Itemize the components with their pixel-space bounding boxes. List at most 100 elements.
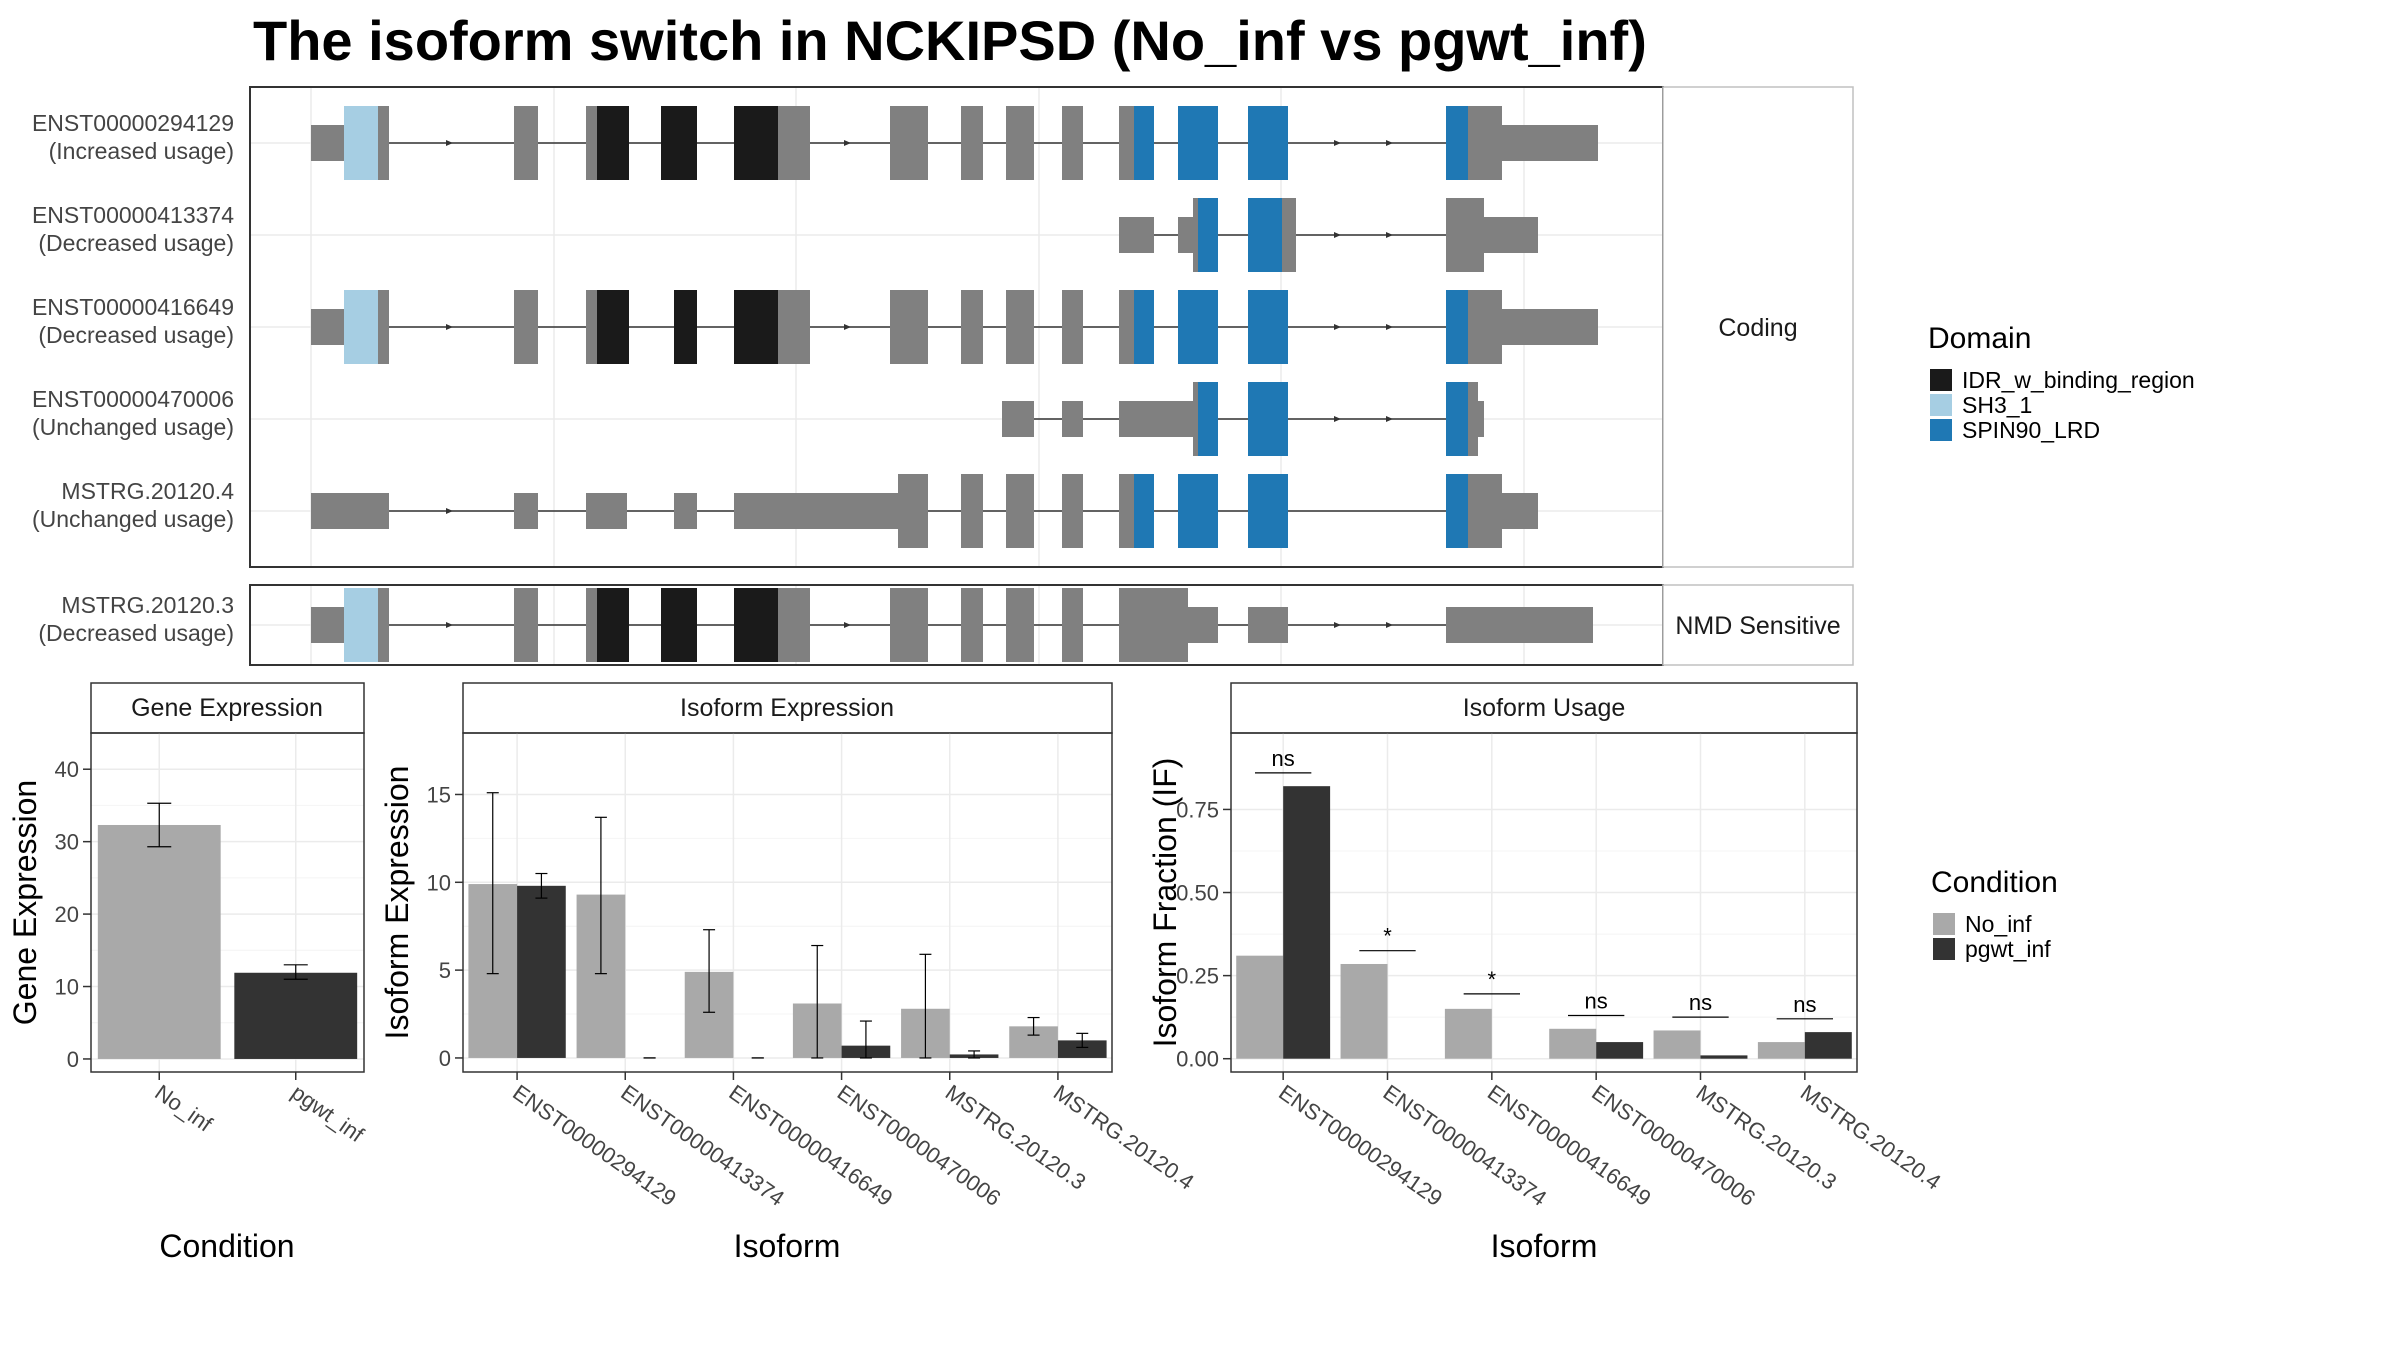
y-tick-label: 0 [439,1046,451,1071]
transcript-track-6 [311,588,1593,662]
bar-pgwt_inf [1804,1032,1852,1059]
exon [1178,217,1193,253]
exon [1502,309,1598,345]
bar-charts: Gene Expression 0 10 20 30 40 No_inf pgwt_inf Co… [7,682,1946,1264]
significance-label: ns [1689,990,1712,1015]
exon [661,588,697,662]
y-tick-label: 0.00 [1176,1047,1219,1072]
exon [734,290,778,364]
y-tick-label: 0 [67,1047,79,1072]
exon [1248,607,1288,643]
intron-arrow [1334,622,1341,628]
exon [1119,588,1188,662]
significance-label: ns [1272,746,1295,771]
legend-label-sh3: SH3_1 [1962,392,2032,418]
exon [890,588,928,662]
nmd-strip-label: NMD Sensitive [1675,612,1840,640]
exon [1248,474,1288,548]
exon [1446,290,1468,364]
exon [1002,401,1034,437]
exon [1062,401,1083,437]
transcript-id-label: ENST00000470006 [32,386,234,412]
exon [1062,474,1083,548]
condition-legend: Condition No_inf pgwt_inf [1931,866,2058,962]
exon [1178,106,1218,180]
bar-No_inf [97,824,221,1059]
significance-label: * [1488,967,1497,992]
y-tick-label: 0.25 [1176,964,1219,989]
chart-panel-border [462,732,1113,1073]
exon [961,290,983,364]
exon [514,493,538,529]
transcript-id-label: MSTRG.20120.3 [61,592,234,618]
exon [1193,382,1198,456]
exon [778,588,810,662]
transcript-usage-label: (Increased usage) [49,138,234,164]
intron-arrow [446,622,453,628]
domain-legend-title: Domain [1928,322,2031,355]
exon [344,290,378,364]
exon [961,106,983,180]
transcript-usage-label: (Decreased usage) [38,230,234,256]
exon [1468,474,1502,548]
intron-arrow [1386,416,1393,422]
intron-arrow [446,324,453,330]
exon [1446,198,1484,272]
transcript-usage-label: (Unchanged usage) [32,414,234,440]
y-tick-label: 5 [439,958,451,983]
y-tick-label: 30 [55,830,79,855]
exon [597,106,629,180]
y-tick-label: 20 [55,902,79,927]
chart-gene-expression: Gene Expression 0 10 20 30 40 No_inf pgwt_inf Co… [7,682,369,1264]
coding-strip [1662,86,1854,568]
exon [1282,198,1296,272]
coding-strip-label: Coding [1718,314,1797,342]
transcript-usage-label: (Decreased usage) [38,620,234,646]
x-tick-label: pgwt_inf [287,1080,369,1148]
y-axis-title: Isoform Expression [379,766,415,1040]
exon [674,493,697,529]
significance-label: * [1383,924,1392,949]
x-axis-title: Isoform [1491,1228,1598,1264]
intron-arrow [1334,324,1341,330]
exon [1248,198,1282,272]
y-tick-label: 0.50 [1176,881,1219,906]
exon [1134,106,1154,180]
legend-label-no-inf: No_inf [1965,911,2032,937]
exon [1198,382,1218,456]
exon [344,588,378,662]
exon [586,588,597,662]
y-tick-label: 40 [55,757,79,782]
exon [1119,290,1134,364]
y-axis-title: Gene Expression [7,780,43,1025]
y-tick-label: 15 [427,782,451,807]
transcript-id-label: MSTRG.20120.4 [61,478,234,504]
exon [1198,198,1218,272]
bar-No_inf [1444,1008,1492,1059]
exon [1446,382,1468,456]
exon [1006,588,1034,662]
y-axis-title: Isoform Fraction (IF) [1147,758,1183,1048]
intron-arrow [1386,622,1393,628]
figure-title: The isoform switch in NCKIPSD (No_inf vs… [253,9,1647,72]
exon [1468,382,1478,456]
bar-No_inf [1236,955,1284,1059]
exon [1119,217,1154,253]
exon [586,493,627,529]
bar-No_inf [1757,1042,1805,1059]
chart-strip-title: Isoform Expression [680,694,894,722]
exon [1119,401,1193,437]
chart-panel-border [1230,732,1858,1073]
transcript-usage-label: (Unchanged usage) [32,506,234,532]
exon [1178,290,1218,364]
intron-arrow [844,324,851,330]
transcript-track-4 [1002,382,1484,456]
chart-strip-title: Gene Expression [131,694,323,722]
exon [1446,474,1468,548]
exon [1478,401,1484,437]
exon [1484,217,1538,253]
exon [311,125,344,161]
exon [734,493,898,529]
transcript-track-1 [311,106,1598,180]
y-tick-label: 0.75 [1176,797,1219,822]
